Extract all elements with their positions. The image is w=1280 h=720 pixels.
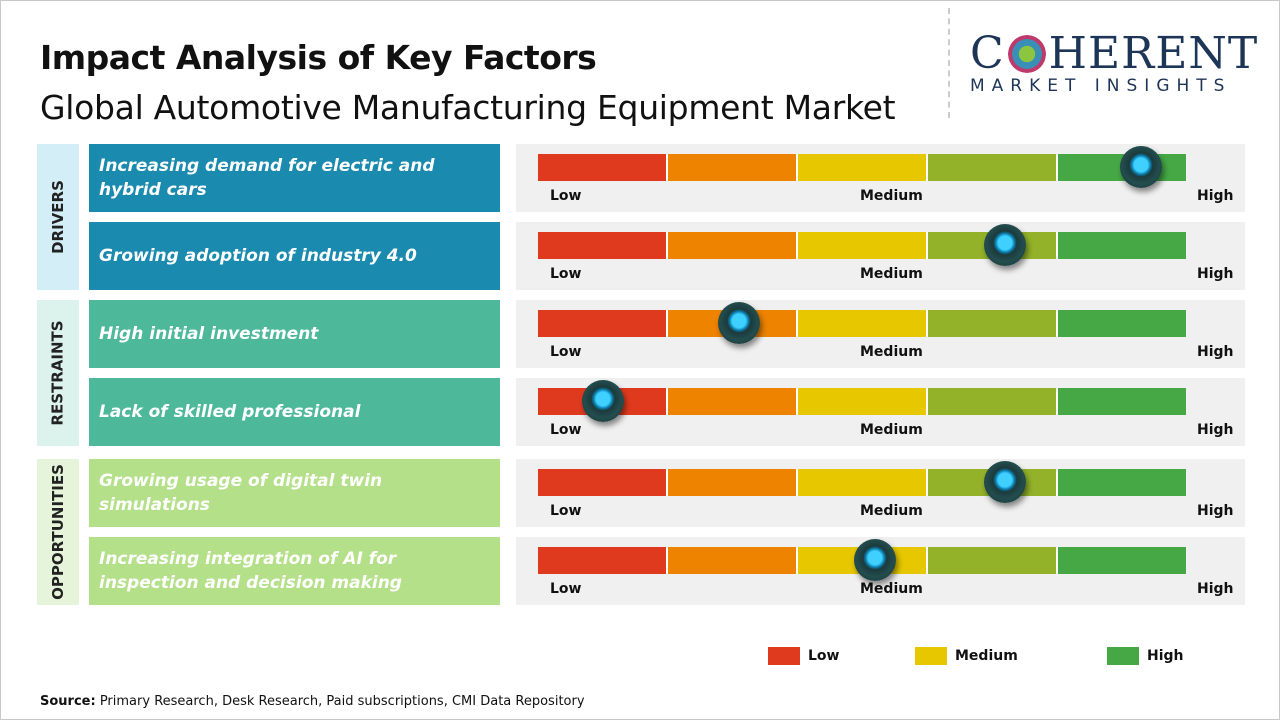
factor-label: Increasing demand for electric and hybri… [89,144,500,212]
scale-high: High [1197,581,1234,597]
gauge-bar [538,154,1186,181]
category-label: OPPORTUNITIES [49,464,67,600]
impact-gauge: Low Medium High [516,378,1245,446]
scale-medium: Medium [860,581,923,597]
coherent-logo: C HERENT MARKET INSIGHTS [970,28,1260,97]
logo-word: HERENT [1048,28,1259,79]
scale-medium: Medium [860,188,923,204]
segment-medium [798,232,928,259]
scale-high: High [1197,422,1234,438]
category-label: DRIVERS [49,180,68,254]
segment-high [1058,388,1186,415]
category-label: RESTRAINTS [49,320,68,426]
scale-low: Low [550,503,582,519]
legend-swatch-high [1107,647,1139,665]
scale-low: Low [550,581,582,597]
source-label: Source: [40,694,96,709]
segment-low-medium [668,232,798,259]
segment-low [538,154,668,181]
impact-gauge: Low Medium High [516,300,1245,368]
scale-high: High [1197,344,1234,360]
legend-label: Medium [955,648,1018,664]
segment-high [1058,310,1186,337]
legend-label: Low [808,648,840,664]
factor-label: Increasing integration of AI for inspect… [89,537,500,605]
page-title: Impact Analysis of Key Factors [40,38,597,77]
segment-medium [798,310,928,337]
category-opportunities: OPPORTUNITIES [37,459,79,605]
impact-gauge: Low Medium High [516,144,1245,212]
segment-high [1058,469,1186,496]
legend-swatch-medium [915,647,947,665]
legend-high: High [1107,647,1184,665]
segment-low-medium [668,469,798,496]
segment-medium-high [928,154,1058,181]
scale-high: High [1197,266,1234,282]
factor-label: Growing adoption of industry 4.0 [89,222,500,290]
scale-medium: Medium [860,344,923,360]
legend-label: High [1147,648,1184,664]
factor-label: Lack of skilled professional [89,378,500,446]
segment-medium-high [928,310,1058,337]
impact-indicator-knob [983,224,1026,266]
legend-low: Low [768,647,839,665]
page-subtitle: Global Automotive Manufacturing Equipmen… [40,88,896,127]
impact-indicator-knob [983,461,1026,503]
scale-medium: Medium [860,266,923,282]
impact-gauge: Low Medium High [516,537,1245,605]
segment-high [1058,547,1186,574]
source-note: Source: Primary Research, Desk Research,… [40,694,585,709]
impact-gauge: Low Medium High [516,459,1245,527]
gauge-bar [538,232,1186,259]
scale-low: Low [550,344,582,360]
divider [948,8,950,118]
segment-low-medium [668,388,798,415]
segment-low-medium [668,154,798,181]
legend-swatch-low [768,647,800,665]
impact-indicator-knob [853,539,896,581]
segment-medium [798,154,928,181]
scale-low: Low [550,188,582,204]
scale-medium: Medium [860,422,923,438]
legend-medium: Medium [915,647,1018,665]
scale-low: Low [550,266,582,282]
impact-indicator-knob [1119,146,1162,188]
segment-medium [798,469,928,496]
scale-low: Low [550,422,582,438]
source-text: Primary Research, Desk Research, Paid su… [95,694,585,709]
scale-medium: Medium [860,503,923,519]
segment-low [538,469,668,496]
category-drivers: DRIVERS [37,144,79,290]
segment-medium [798,388,928,415]
segment-low [538,232,668,259]
segment-high [1058,232,1186,259]
segment-low [538,310,668,337]
scale-high: High [1197,503,1234,519]
gauge-bar [538,469,1186,496]
segment-low [538,547,668,574]
category-restraints: RESTRAINTS [37,300,79,446]
segment-medium-high [928,388,1058,415]
factor-label: Growing usage of digital twin simulation… [89,459,500,527]
scale-high: High [1197,188,1234,204]
globe-icon [1007,35,1046,73]
impact-indicator-knob [581,380,624,422]
segment-medium-high [928,547,1058,574]
impact-indicator-knob [717,302,760,344]
logo-letter: C [970,28,1005,79]
gauge-bar [538,388,1186,415]
segment-low-medium [668,547,798,574]
factor-label: High initial investment [89,300,500,368]
logo-tagline: MARKET INSIGHTS [970,76,1232,96]
impact-gauge: Low Medium High [516,222,1245,290]
gauge-bar [538,310,1186,337]
